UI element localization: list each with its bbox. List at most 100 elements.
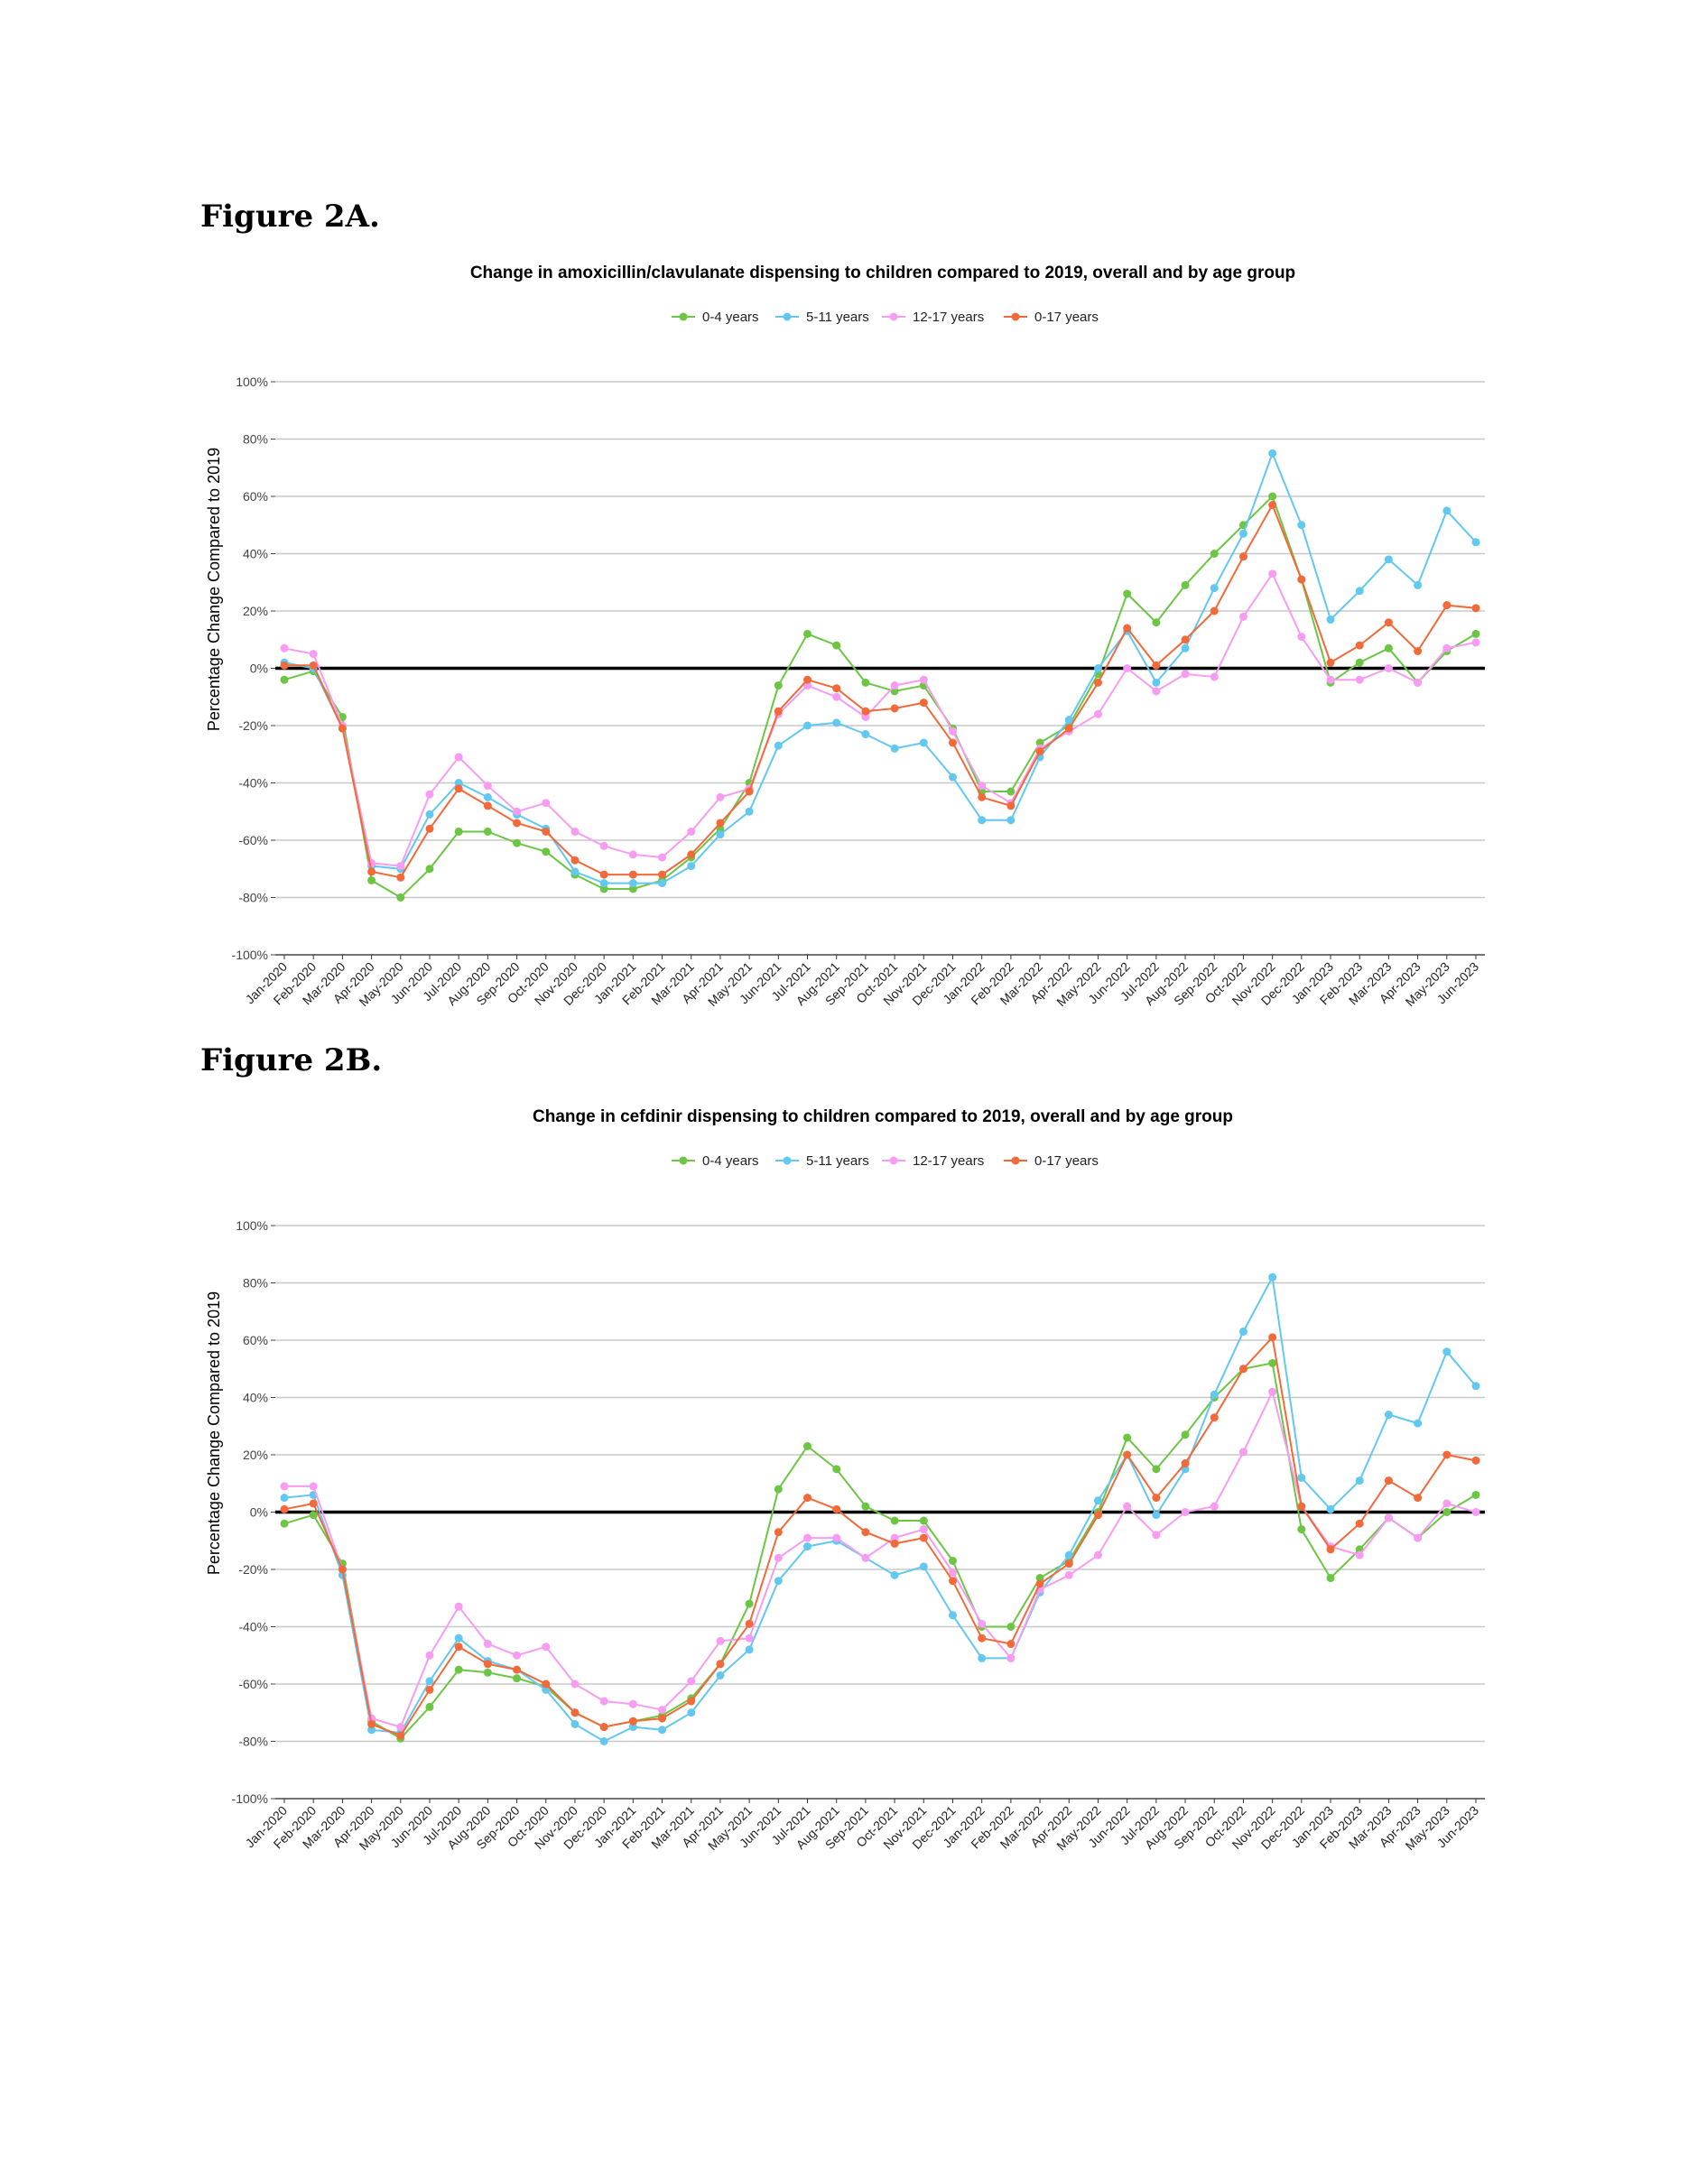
data-point — [367, 1719, 376, 1728]
data-point — [542, 1685, 551, 1694]
data-point — [338, 1565, 347, 1574]
cefdinir-chart: Change in cefdinir dispensing to childre… — [205, 1107, 1485, 1853]
legend-item: 12-17 years — [882, 310, 984, 325]
data-point — [483, 1668, 492, 1677]
data-point — [861, 1553, 870, 1562]
legend-item: 5-11 years — [775, 310, 869, 325]
data-point — [658, 1726, 667, 1735]
legend-label: 12-17 years — [913, 310, 984, 325]
data-point — [716, 830, 725, 839]
data-point — [890, 1570, 899, 1579]
data-point — [890, 681, 899, 690]
data-point — [716, 824, 725, 833]
data-point — [1064, 724, 1073, 733]
data-point — [1123, 624, 1132, 633]
data-point — [1035, 747, 1044, 756]
y-tick-label: 60% — [243, 489, 268, 504]
data-point — [832, 718, 841, 727]
data-point — [978, 782, 987, 791]
data-point — [1414, 1494, 1423, 1503]
y-tick-label: 80% — [243, 1276, 268, 1291]
data-point — [1210, 1390, 1219, 1399]
y-tick-label: 20% — [243, 604, 268, 618]
legend-label: 0-17 years — [1034, 1153, 1099, 1169]
data-point — [803, 1494, 812, 1503]
data-point — [948, 1568, 957, 1577]
data-point — [425, 1677, 434, 1686]
data-point — [570, 1708, 580, 1717]
data-point — [1152, 1465, 1161, 1474]
data-point — [919, 738, 928, 747]
data-point — [570, 827, 580, 836]
data-point — [280, 1482, 289, 1491]
series-line — [283, 1335, 1477, 1737]
data-point — [599, 841, 608, 850]
data-point — [1326, 615, 1335, 625]
legend-label: 5-11 years — [806, 1153, 869, 1169]
data-point — [542, 847, 551, 856]
data-point — [454, 1665, 463, 1674]
y-tick-label: -100% — [232, 1791, 268, 1806]
data-point — [1442, 506, 1451, 515]
data-point — [1414, 1533, 1423, 1542]
legend-item: 12-17 years — [882, 1153, 984, 1169]
data-point — [1152, 618, 1161, 627]
data-point — [832, 692, 841, 701]
series-line — [283, 1362, 1477, 1740]
data-point — [803, 675, 812, 684]
data-point — [513, 1665, 522, 1674]
data-point — [803, 721, 812, 730]
data-point — [367, 1726, 376, 1735]
data-point — [628, 850, 637, 859]
data-point — [978, 816, 987, 825]
data-point — [599, 884, 608, 893]
data-point — [1238, 529, 1247, 538]
data-point — [832, 1533, 841, 1542]
data-point — [1152, 678, 1161, 687]
data-point — [1210, 606, 1219, 615]
series-line — [283, 571, 1477, 867]
legend-label: 0-17 years — [1034, 310, 1099, 325]
data-point — [483, 827, 492, 836]
data-point — [1442, 1450, 1451, 1459]
data-point — [890, 744, 899, 753]
data-point — [774, 1553, 783, 1562]
data-point — [1326, 1504, 1335, 1513]
data-point — [890, 1533, 899, 1542]
y-tick-label: -60% — [238, 1677, 268, 1691]
data-point — [1471, 1456, 1480, 1465]
data-point — [599, 870, 608, 879]
data-point — [309, 1511, 318, 1520]
data-point — [803, 681, 812, 690]
data-point — [1006, 1640, 1016, 1649]
series-line — [283, 450, 1477, 884]
data-point — [513, 838, 522, 847]
data-point — [1064, 716, 1073, 725]
data-point — [978, 792, 987, 801]
data-point — [1384, 643, 1393, 652]
legend-label: 0-4 years — [702, 1153, 759, 1169]
data-point — [948, 1556, 957, 1565]
data-point — [483, 792, 492, 801]
data-point — [1297, 1525, 1306, 1534]
data-point — [1384, 555, 1393, 564]
legend-label: 12-17 years — [913, 1153, 984, 1169]
data-point — [1035, 1579, 1044, 1588]
data-point — [1442, 1499, 1451, 1508]
data-point — [1238, 552, 1247, 561]
data-point — [425, 790, 434, 799]
legend-label: 0-4 years — [702, 310, 759, 325]
data-point — [1123, 589, 1132, 598]
data-point — [309, 650, 318, 659]
legend-item: 0-17 years — [1004, 1153, 1099, 1169]
y-tick-label: -60% — [238, 833, 268, 847]
data-point — [1210, 550, 1219, 558]
data-point — [628, 1717, 637, 1726]
data-point — [1355, 1550, 1364, 1559]
chart-title: Change in cefdinir dispensing to childre… — [533, 1107, 1233, 1126]
data-point — [628, 884, 637, 893]
data-point — [1355, 675, 1364, 684]
data-point — [570, 1680, 580, 1689]
data-point — [309, 1482, 318, 1491]
data-point — [1326, 675, 1335, 684]
